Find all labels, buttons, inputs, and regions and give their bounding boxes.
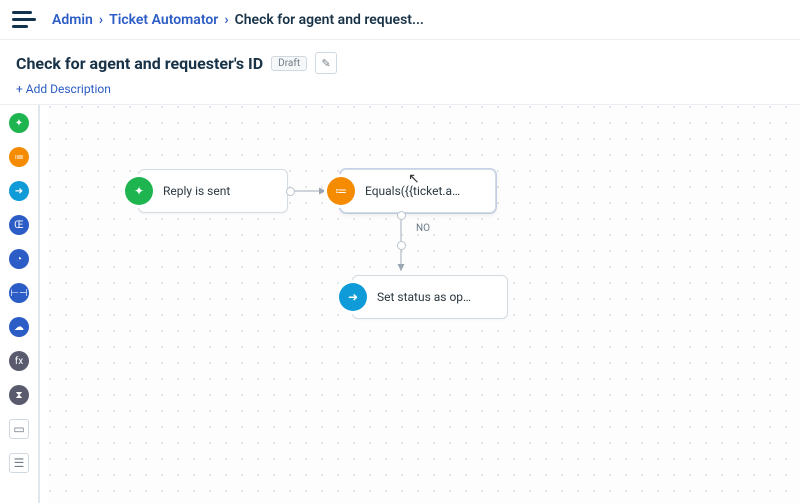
note-tool[interactable]: ▭ — [9, 419, 29, 439]
db-tool[interactable]: ◔ — [9, 249, 29, 269]
breadcrumb-current: Check for agent and request... — [235, 12, 424, 28]
flow-canvas[interactable]: ✦ Reply is sent ≔ Equals({{ticket.agent.… — [48, 105, 800, 503]
node-condition[interactable]: ≔ Equals({{ticket.agent... — [340, 169, 496, 213]
action-tool[interactable]: ➜ — [9, 181, 29, 201]
tool-rail: ✦ ≔ ➜ Œ ◔ ⊢⊣ ☁ fx ⧗ ▭ ☰ — [0, 105, 40, 503]
parallel-tool[interactable]: ⊢⊣ — [9, 283, 29, 303]
page-title: Check for agent and requester's ID — [16, 54, 263, 73]
port-condition-out[interactable] — [397, 211, 406, 220]
pencil-icon: ✎ — [321, 57, 330, 70]
chevron-right-icon: › — [99, 12, 103, 28]
chevron-right-icon: › — [224, 12, 228, 28]
timer-tool[interactable]: ⧗ — [9, 385, 29, 405]
function-tool[interactable]: fx — [9, 351, 29, 371]
node-condition-label: Equals({{ticket.agent... — [365, 184, 461, 198]
add-description-link[interactable]: + Add Description — [16, 82, 784, 96]
port-trigger-out[interactable] — [286, 187, 295, 196]
condition-icon: ≔ — [327, 177, 355, 205]
node-trigger[interactable]: ✦ Reply is sent — [138, 169, 288, 213]
action-icon: ➜ — [339, 283, 367, 311]
topbar: Admin › Ticket Automator › Check for age… — [0, 0, 800, 40]
menu-icon[interactable] — [12, 8, 36, 32]
node-action[interactable]: ➜ Set status as open — [352, 275, 508, 319]
breadcrumb-automator[interactable]: Ticket Automator — [109, 12, 218, 28]
edge-label-no: NO — [416, 223, 430, 234]
breadcrumb: Admin › Ticket Automator › Check for age… — [52, 12, 424, 28]
workspace: ✦ ≔ ➜ Œ ◔ ⊢⊣ ☁ fx ⧗ ▭ ☰ ✦ Reply is sent ≔ — [0, 105, 800, 503]
status-badge: Draft — [271, 56, 307, 71]
cloud-tool[interactable]: ☁ — [9, 317, 29, 337]
node-trigger-label: Reply is sent — [163, 184, 230, 198]
titlebar: Check for agent and requester's ID Draft… — [0, 40, 800, 105]
trigger-icon: ✦ — [125, 177, 153, 205]
query-tool[interactable]: Œ — [9, 215, 29, 235]
port-mid[interactable] — [397, 241, 406, 250]
breadcrumb-admin[interactable]: Admin — [52, 12, 93, 28]
more-tool[interactable]: ☰ — [9, 453, 29, 473]
condition-tool[interactable]: ≔ — [9, 147, 29, 167]
node-action-label: Set status as open — [377, 290, 473, 304]
trigger-tool[interactable]: ✦ — [9, 113, 29, 133]
edit-title-button[interactable]: ✎ — [315, 52, 337, 74]
